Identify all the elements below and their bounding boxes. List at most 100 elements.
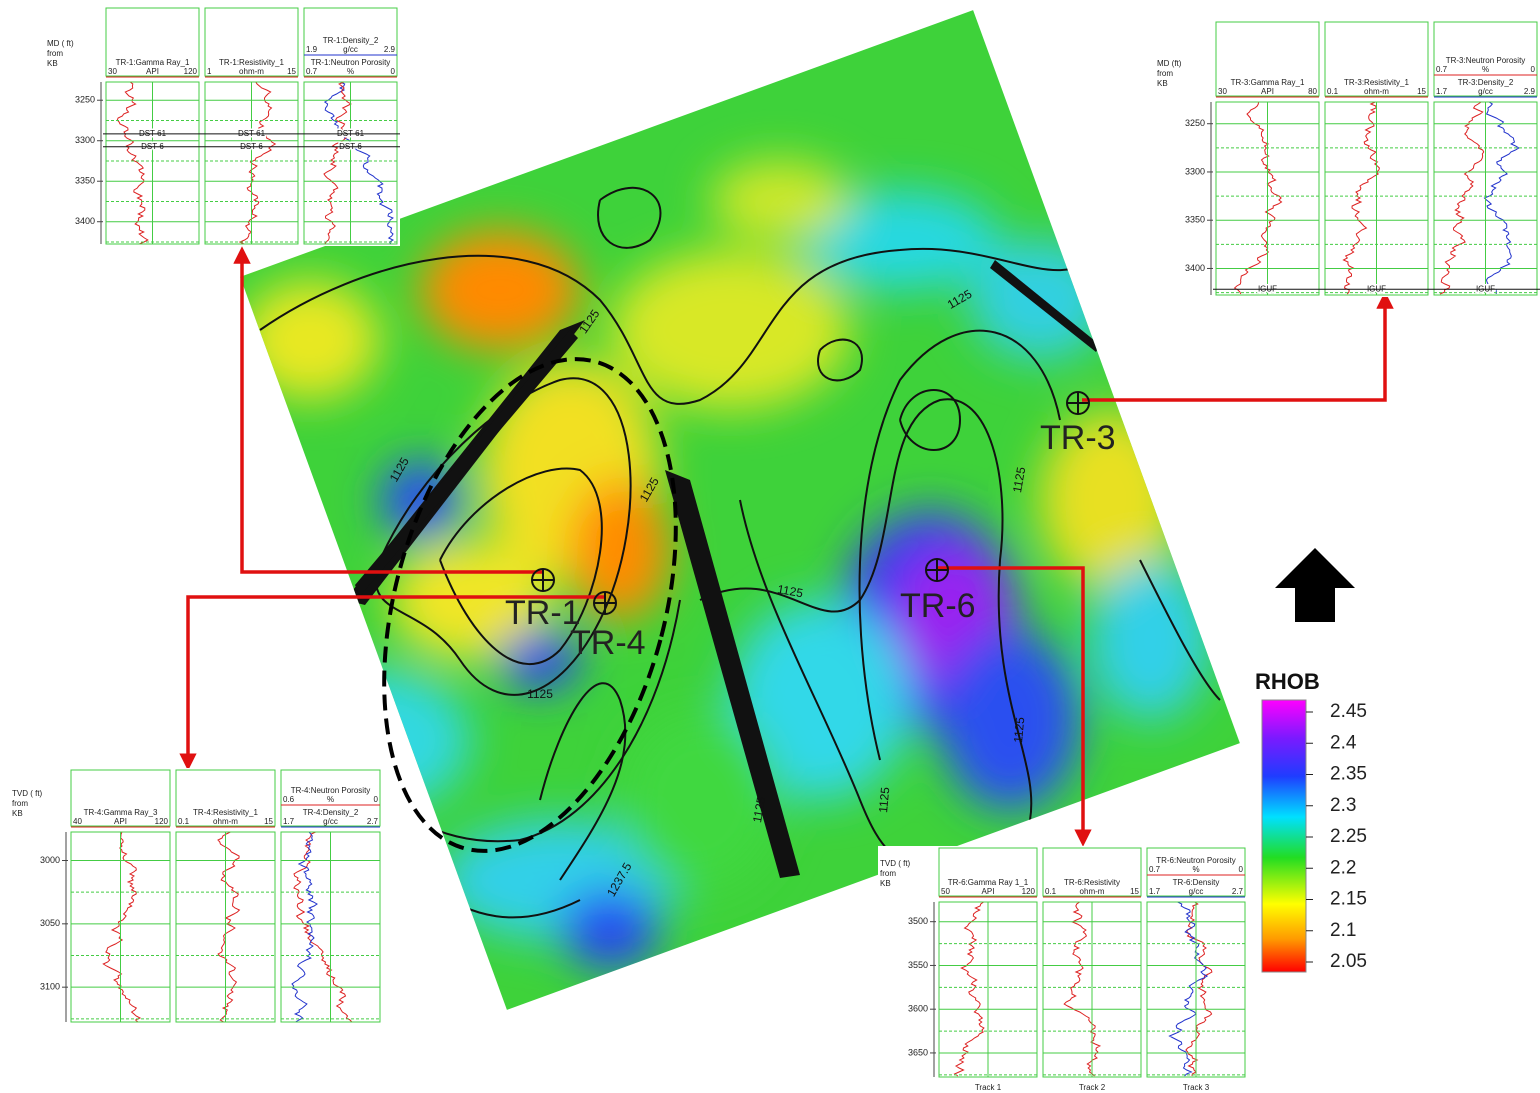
colorbar-tick-label: 2.1 (1330, 920, 1356, 941)
north-arrow (1275, 548, 1355, 622)
depth-tick-label: 3400 (75, 216, 95, 226)
panel-background (45, 6, 400, 246)
track-header (70, 769, 171, 827)
contour-label: 1125 (750, 796, 768, 824)
curve-min: 0.7 (1436, 65, 1448, 74)
curve-max: 15 (1417, 87, 1426, 96)
colorbar-tick-label: 2.35 (1330, 764, 1367, 785)
curve-name: TR-6:Gamma Ray 1_1 (948, 878, 1029, 887)
curve-min: 0.7 (1149, 865, 1161, 874)
curve-max: 2.9 (1524, 87, 1536, 96)
well-cross (532, 569, 554, 591)
depth-header: from (1157, 69, 1173, 78)
log-trace (1483, 101, 1520, 295)
curve-max: 2.7 (1232, 887, 1244, 896)
panel-background (10, 768, 383, 1024)
depth-tick-label: 3000 (40, 855, 60, 865)
curve-name: TR-1:Density_2 (323, 36, 379, 45)
colorbar (1261, 699, 1307, 973)
curve-max: 15 (1130, 887, 1139, 896)
curve-name: TR-1:Resistivity_1 (219, 58, 284, 67)
track-header (280, 769, 381, 827)
contour-label: 1125 (1010, 466, 1028, 494)
depth-tick-label: 3300 (75, 135, 95, 145)
curve-unit: g/cc (323, 817, 338, 826)
contour-label: 1125 (776, 582, 804, 600)
curve-max: 0 (391, 67, 396, 76)
depth-header: KB (880, 879, 891, 888)
depth-tick-label: 3500 (908, 916, 928, 926)
well-cross (594, 592, 616, 614)
curve-max: 0 (374, 795, 379, 804)
curve-unit: API (1261, 87, 1274, 96)
track-header (1146, 847, 1246, 897)
curve-name: TR-4:Gamma Ray_3 (84, 808, 158, 817)
log-trace (1185, 901, 1213, 1077)
curve-name: TR-4:Resistivity_1 (193, 808, 258, 817)
track-header (175, 769, 276, 827)
depth-tick-label: 3300 (1185, 166, 1205, 176)
arrow (938, 566, 1092, 847)
curve-min: 1.7 (283, 817, 295, 826)
curve-max: 15 (264, 817, 273, 826)
curve-min: 50 (941, 887, 950, 896)
track-header (1042, 847, 1142, 897)
log-trace (1233, 101, 1283, 295)
track-name: Track 2 (1079, 1083, 1106, 1092)
curve-unit: % (1482, 65, 1489, 74)
colorbar-tick-label: 2.15 (1330, 889, 1367, 910)
curve-name: TR-6:Neutron Porosity (1156, 856, 1236, 865)
arrow (1082, 291, 1394, 402)
colorbar-tick-label: 2.25 (1330, 826, 1367, 847)
curve-unit: g/cc (1478, 87, 1493, 96)
arrow (179, 595, 604, 771)
track-header (105, 7, 200, 77)
curve-min: 0.1 (178, 817, 190, 826)
curve-max: 0 (1239, 865, 1244, 874)
curve-max: 120 (184, 67, 198, 76)
depth-tick-label: 3550 (908, 960, 928, 970)
curve-unit: API (982, 887, 995, 896)
curve-unit: ohm-m (213, 817, 238, 826)
heatmap (240, 160, 1210, 970)
curve-max: 2.7 (367, 817, 379, 826)
depth-header: from (12, 799, 28, 808)
colorbar-title: RHOB (1255, 669, 1320, 694)
depth-tick-label: 3350 (1185, 215, 1205, 225)
curve-name: TR-3:Neutron Porosity (1446, 56, 1526, 65)
track-header (1215, 21, 1320, 97)
colorbar-tick-label: 2.2 (1330, 857, 1356, 878)
prospect-outline (382, 357, 678, 853)
curve-unit: API (114, 817, 127, 826)
track-name: Track 3 (1183, 1083, 1210, 1092)
depth-tick-label: 3400 (1185, 263, 1205, 273)
curve-unit: g/cc (343, 45, 358, 54)
curve-unit: ohm-m (1364, 87, 1389, 96)
curve-max: 120 (155, 817, 169, 826)
track-header (1324, 21, 1429, 97)
curve-name: TR-3:Gamma Ray_1 (1231, 78, 1305, 87)
curve-unit: % (327, 795, 334, 804)
curve-min: 1.9 (306, 45, 318, 54)
contour-label: 1125 (1011, 716, 1027, 743)
track-header (204, 7, 299, 77)
depth-header: MD ( ft) (47, 39, 74, 48)
colorbar-tick-label: 2.05 (1330, 951, 1367, 972)
well-label: TR-6 (900, 587, 976, 625)
well-label: TR-1 (505, 594, 581, 632)
curve-min: 1.7 (1149, 887, 1161, 896)
curve-name: TR-4:Density_2 (303, 808, 359, 817)
colorbar-tick-label: 2.45 (1330, 701, 1367, 722)
log-trace (217, 831, 241, 1023)
depth-header: MD (ft) (1157, 59, 1182, 68)
depth-tick-label: 3650 (908, 1047, 928, 1057)
curve-min: 0.1 (1045, 887, 1057, 896)
curve-name: TR-1:Neutron Porosity (311, 58, 391, 67)
log-trace (323, 81, 352, 245)
curve-name: TR-6:Density (1173, 878, 1220, 887)
